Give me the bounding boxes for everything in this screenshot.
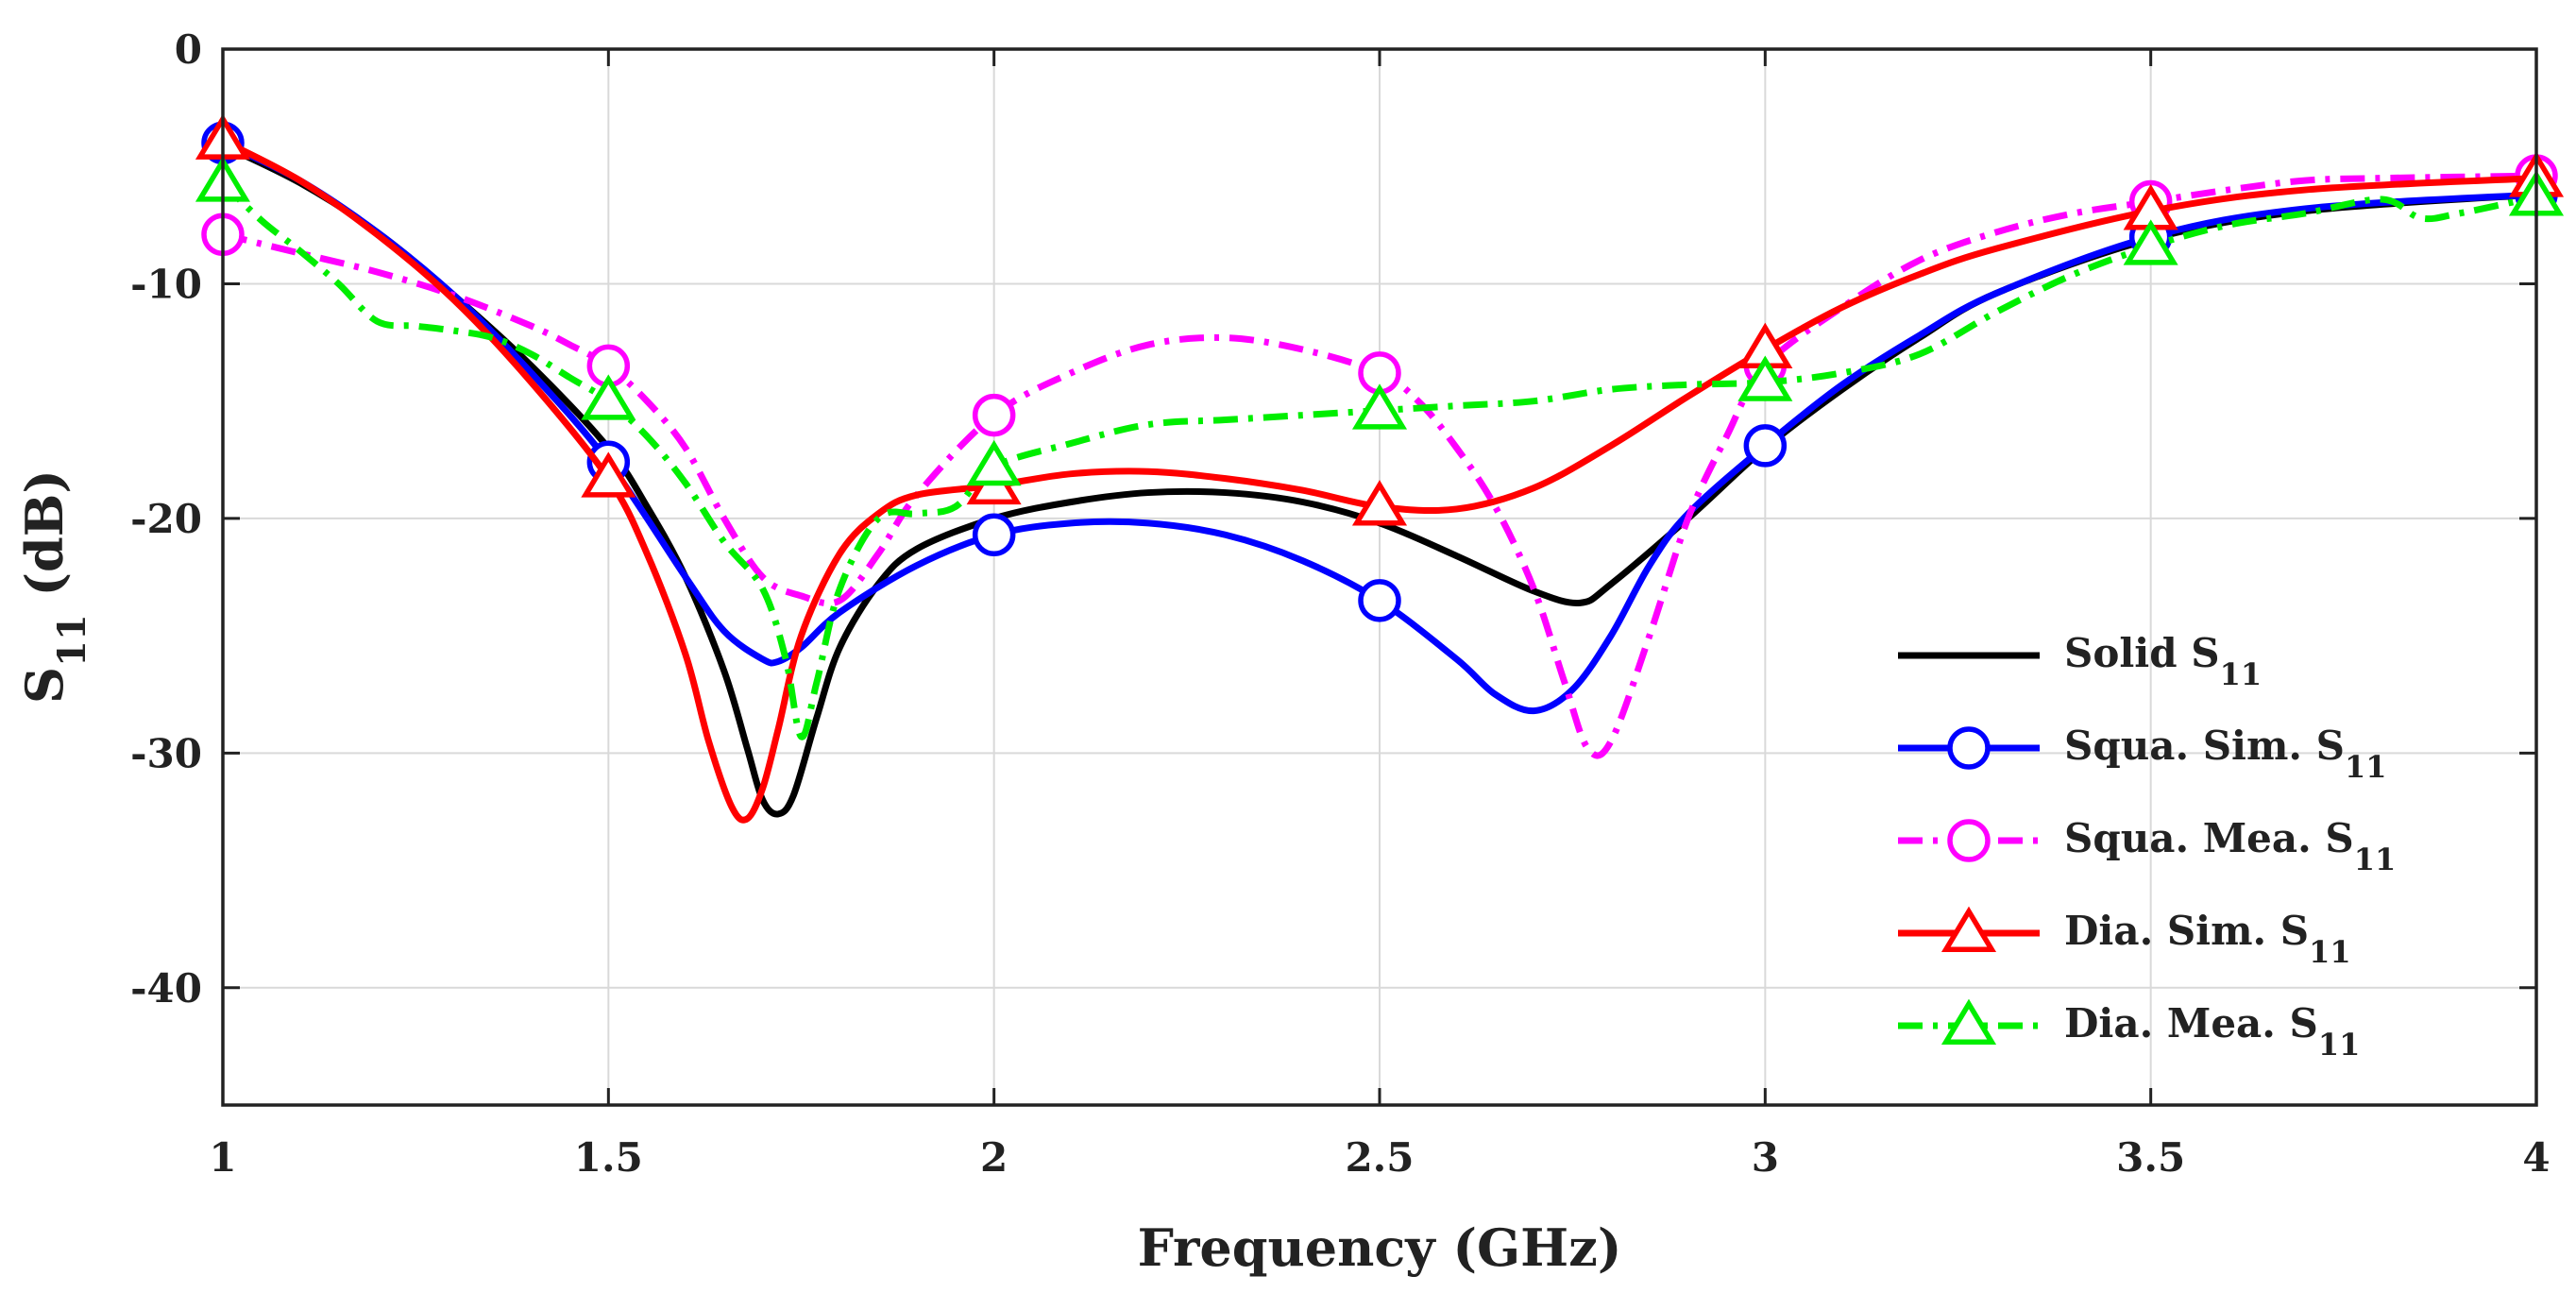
x-tick-label: 1.5 — [574, 1134, 643, 1181]
legend-item: Squa. Sim. S11 — [1898, 723, 2387, 785]
x-tick-label: 2.5 — [1345, 1134, 1414, 1181]
series-marker — [1737, 355, 1793, 401]
series-marker — [966, 439, 1022, 486]
y-axis-title: S11 (dB) — [14, 469, 94, 704]
legend-marker — [1940, 998, 1997, 1046]
legend-label-sub: 11 — [2345, 749, 2387, 785]
series-0 — [221, 142, 2537, 818]
x-tick-label: 3.5 — [2116, 1134, 2185, 1181]
y-tick-label: -40 — [130, 965, 202, 1012]
legend-label-main: Solid S — [2064, 630, 2220, 676]
legend-label: Squa. Sim. S11 — [2064, 723, 2387, 785]
legend-label-main: Squa. Mea. S — [2064, 815, 2354, 861]
series-marker — [1358, 579, 1401, 622]
legend-label-sub: 11 — [2318, 1027, 2361, 1063]
series-line — [221, 142, 2537, 818]
series-marker — [972, 393, 1016, 437]
x-axis-title: Frequency (GHz) — [1138, 1217, 1622, 1278]
series-line — [222, 172, 2537, 759]
series-marker — [1351, 480, 1408, 526]
series-marker — [1351, 383, 1408, 430]
legend-item: Dia. Sim. S11 — [1898, 906, 2351, 970]
series-marker — [581, 451, 636, 498]
x-tick-label: 1 — [209, 1134, 236, 1181]
y-axis-title-main: S — [14, 667, 75, 704]
series-marker — [1743, 424, 1788, 468]
series-layer — [195, 113, 2565, 824]
series-marker — [581, 374, 636, 420]
series-marker — [972, 513, 1016, 557]
legend-label: Solid S11 — [2064, 630, 2262, 692]
legend-item: Squa. Mea. S11 — [1898, 815, 2396, 877]
legend-label-sub: 11 — [2220, 656, 2262, 692]
legend-label-sub: 11 — [2354, 842, 2397, 877]
legend-label: Dia. Sim. S11 — [2064, 908, 2351, 970]
legend-label-sub: 11 — [2309, 934, 2351, 970]
plot-frame — [221, 47, 2538, 1107]
legend-marker — [1947, 726, 1991, 770]
y-tick-label: -20 — [130, 496, 202, 542]
x-tick-label: 3 — [1752, 1134, 1779, 1181]
legend-marker — [1940, 906, 1997, 953]
legend-marker — [1947, 819, 1991, 862]
legend-label-main: Dia. Sim. S — [2064, 908, 2309, 954]
label-layer: 1 1.5 2 2.5 3 3.5 4 0 -10 -20 -30 -40 — [130, 26, 2551, 1181]
legend-item: Dia. Mea. S11 — [1898, 998, 2360, 1063]
y-tick-label: -30 — [130, 730, 202, 776]
series-line — [220, 180, 2537, 740]
legend-label-main: Squa. Sim. S — [2064, 723, 2345, 769]
x-tick-label: 4 — [2522, 1134, 2550, 1181]
legend-label-main: Dia. Mea. S — [2064, 1000, 2318, 1046]
y-tick-label: -10 — [130, 261, 202, 307]
x-tick-label: 2 — [980, 1134, 1008, 1181]
y-axis-title-unit: (dB) — [14, 469, 75, 614]
y-tick-label: 0 — [175, 26, 202, 73]
legend-item: Solid S11 — [1898, 630, 2262, 692]
series-marker — [2123, 219, 2178, 265]
legend-label: Squa. Mea. S11 — [2064, 815, 2396, 877]
legend-label: Dia. Mea. S11 — [2064, 1000, 2360, 1063]
y-axis-title-sub: 11 — [50, 614, 94, 667]
